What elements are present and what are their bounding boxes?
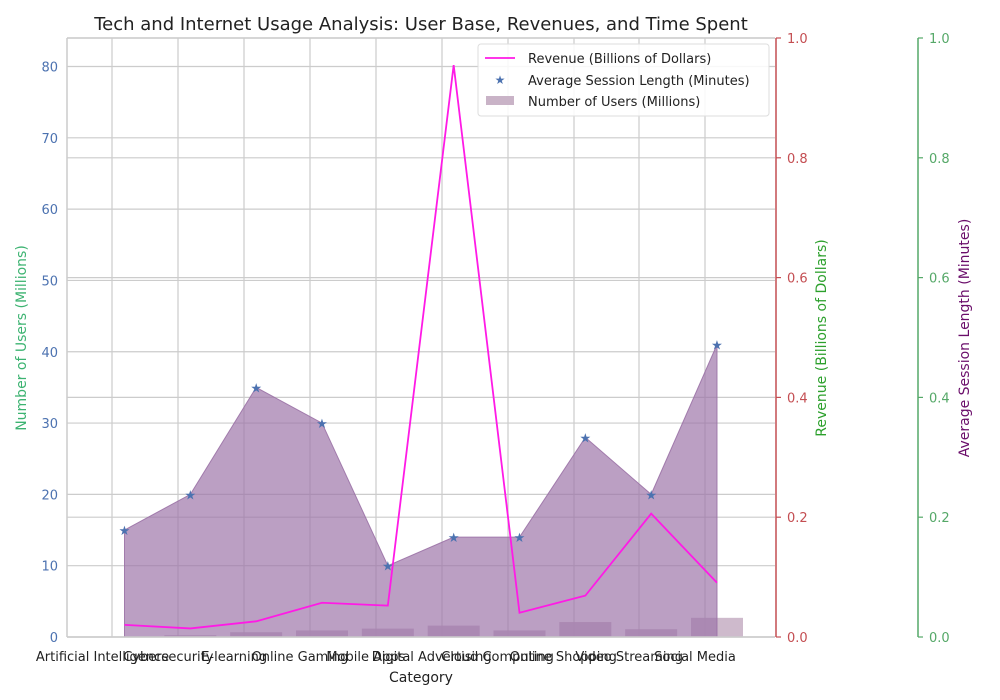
y-tick-label-session: 0.4 xyxy=(929,391,950,406)
scatter-point: ★ xyxy=(580,431,592,446)
x-tick-label: Cloud Computing xyxy=(441,650,554,665)
y-tick-label-users: 20 xyxy=(41,488,58,503)
x-tick-label: E-learning xyxy=(201,650,267,665)
y-tick-label-session: 0.8 xyxy=(929,152,950,167)
y-tick-label-session: 0.6 xyxy=(929,272,950,287)
legend-label-revenue: Revenue (Billions of Dollars) xyxy=(528,52,711,67)
area-series xyxy=(124,344,718,638)
scatter-point: ★ xyxy=(711,339,723,354)
y-tick-label-users: 10 xyxy=(41,560,58,575)
y-tick-label-revenue: 0.6 xyxy=(787,272,808,287)
y-tick-label-session: 0.0 xyxy=(929,631,950,646)
scatter-point: ★ xyxy=(119,524,131,539)
x-tick-labels: Artificial IntelligenceCybersecurityE-le… xyxy=(36,650,736,665)
scatter-point: ★ xyxy=(185,488,197,503)
chart-title: Tech and Internet Usage Analysis: User B… xyxy=(93,14,748,35)
axes: 0 10 20 30 40 50 60 70 80 0.0 0.2 0.4 0.6 0.8 1.0 0.0 0.… xyxy=(14,32,973,646)
y-tick-label-revenue: 0.8 xyxy=(787,152,808,167)
y-tick-label-users: 40 xyxy=(41,346,58,361)
scatter-point: ★ xyxy=(645,488,657,503)
y-tick-label-users: 70 xyxy=(41,132,58,147)
legend-swatch-users xyxy=(486,96,514,105)
legend: Revenue (Billions of Dollars) ★ Average Se… xyxy=(477,43,770,117)
y-tick-label-revenue: 0.2 xyxy=(787,511,808,526)
x-tick-label: Mobile Apps xyxy=(326,650,405,665)
scatter-point: ★ xyxy=(382,560,394,575)
x-tick-label: Online Gaming xyxy=(252,650,349,665)
legend-box xyxy=(477,43,770,117)
legend-label-session: Average Session Length (Minutes) xyxy=(528,74,750,89)
y-tick-label-session: 1.0 xyxy=(929,32,950,47)
y-tick-label-users: 60 xyxy=(41,203,58,218)
x-tick-label: Social Media xyxy=(654,650,736,665)
legend-label-users: Number of Users (Millions) xyxy=(528,95,700,110)
y-tick-label-revenue: 0.0 xyxy=(787,631,808,646)
y-tick-label-users: 30 xyxy=(41,417,58,432)
y-tick-label-revenue: 1.0 xyxy=(787,32,808,47)
x-tick-label: Digital Advertising xyxy=(372,650,492,665)
y-axis-label-users: Number of Users (Millions) xyxy=(14,245,30,431)
scatter-point: ★ xyxy=(316,417,328,432)
x-tick-label: Cybersecurity xyxy=(123,650,214,665)
y-axis-label-revenue: Revenue (Billions of Dollars) xyxy=(814,239,830,436)
scatter-point: ★ xyxy=(514,531,526,546)
y-tick-label-users: 50 xyxy=(41,274,58,289)
y-tick-label-revenue: 0.4 xyxy=(787,391,808,406)
x-tick-label: Video Streaming xyxy=(575,650,683,665)
x-tick-label: Online Shopping xyxy=(510,650,617,665)
scatter-series: ★ ★ ★ ★ ★ ★ ★ ★ ★ ★ xyxy=(119,339,723,575)
y-tick-label-users: 0 xyxy=(50,631,58,646)
scatter-point: ★ xyxy=(250,381,262,396)
revenue-line xyxy=(124,64,718,630)
y-axis-label-session: Average Session Length (Minutes) xyxy=(957,219,973,458)
y-tick-label-users: 80 xyxy=(41,61,58,76)
area-fill xyxy=(124,344,718,638)
line-series xyxy=(124,64,718,630)
y-tick-label-session: 0.2 xyxy=(929,511,950,526)
scatter-point: ★ xyxy=(448,531,460,546)
x-axis-label: Category xyxy=(389,670,453,686)
x-tick-label: Artificial Intelligence xyxy=(36,650,169,665)
legend-swatch-session: ★ xyxy=(495,73,506,87)
